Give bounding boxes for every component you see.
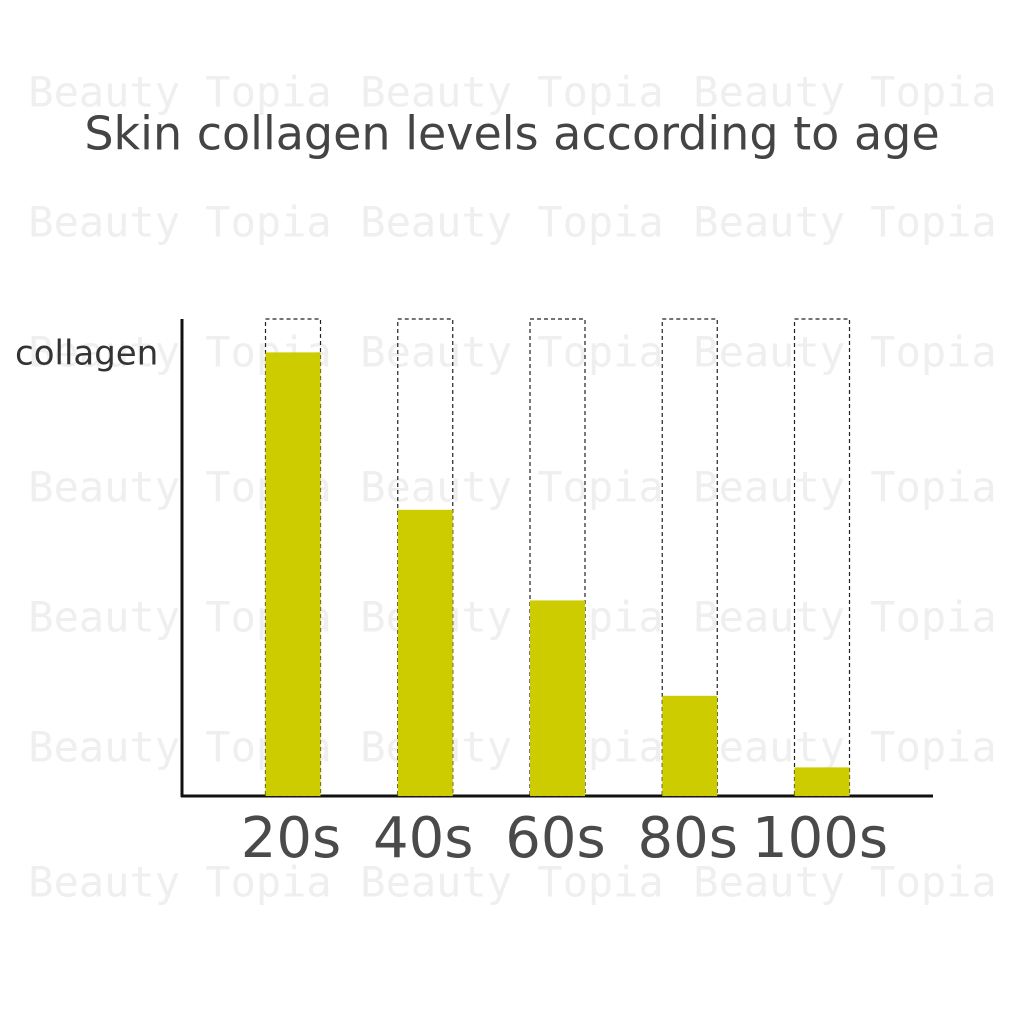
watermark: Beauty Topia — [360, 68, 663, 117]
watermark: Beauty Topia — [693, 463, 996, 512]
x-tick-label: 20s — [241, 806, 341, 871]
watermark: Beauty Topia — [28, 68, 331, 117]
watermark: Beauty Topia — [693, 723, 996, 772]
x-tick-label: 40s — [373, 806, 473, 871]
watermark: Beauty Topia — [693, 328, 996, 377]
x-tick-label: 80s — [638, 806, 738, 871]
chart-title: Skin collagen levels according to age — [84, 107, 939, 161]
watermark: Beauty Topia — [360, 198, 663, 247]
watermark: Beauty Topia — [28, 858, 331, 907]
watermarks: Beauty Topia Beauty Topia Beauty Topia Beau… — [28, 68, 996, 907]
bar — [530, 600, 585, 796]
bar — [662, 695, 718, 796]
watermark: Beauty Topia — [360, 858, 663, 907]
x-tick-label: 60s — [505, 806, 605, 871]
watermark: Beauty Topia — [693, 68, 996, 117]
watermark: Beauty Topia — [28, 198, 331, 247]
watermark: Beauty Topia — [360, 328, 663, 377]
watermark: Beauty Topia — [693, 858, 996, 907]
bar — [265, 352, 321, 796]
watermark: Beauty Topia — [693, 198, 996, 247]
x-tick-label: 100s — [752, 806, 888, 871]
bar — [397, 509, 453, 796]
y-axis-label: collagen — [15, 334, 158, 374]
watermark: Beauty Topia — [693, 593, 996, 642]
bar — [794, 767, 850, 796]
watermark: Beauty Topia — [360, 463, 663, 512]
